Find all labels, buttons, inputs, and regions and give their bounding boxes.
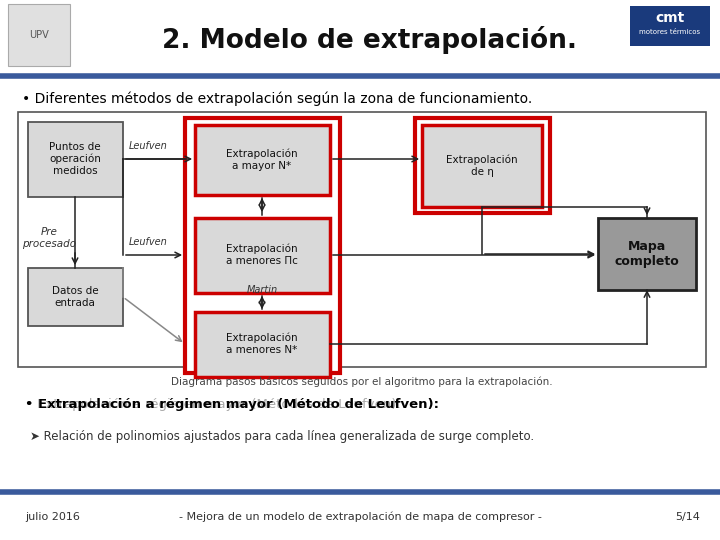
Bar — [195, 312, 330, 377]
Text: • Diferentes métodos de extrapolación según la zona de funcionamiento.: • Diferentes métodos de extrapolación se… — [22, 92, 532, 106]
Text: Puntos de
operación
medidos: Puntos de operación medidos — [49, 142, 101, 176]
Text: Extrapolación
de η: Extrapolación de η — [446, 155, 518, 177]
Text: julio 2016: julio 2016 — [25, 512, 80, 522]
Bar — [195, 125, 330, 195]
Text: cmt: cmt — [655, 11, 685, 25]
Text: Datos de
entrada: Datos de entrada — [52, 286, 99, 308]
Text: motores térmicos: motores térmicos — [639, 29, 701, 35]
Text: Diagrama pasos básicos seguidos por el algoritmo para la extrapolación.: Diagrama pasos básicos seguidos por el a… — [171, 377, 553, 387]
Text: Leufven: Leufven — [129, 237, 167, 247]
Text: Leufven: Leufven — [129, 141, 167, 151]
Bar — [630, 6, 710, 46]
Text: • Extrapolación a régimen mayor (Método de Leufven):: • Extrapolación a régimen mayor (Método … — [25, 398, 439, 411]
Bar — [415, 118, 550, 213]
Text: • Extrapolación a régimen mayor (Métodos de Leufven):: • Extrapolación a régimen mayor (Métodos… — [25, 398, 401, 411]
Bar — [0, 490, 720, 540]
Bar — [422, 125, 542, 207]
Bar — [195, 218, 330, 293]
Bar — [185, 118, 340, 373]
Text: 5/14: 5/14 — [675, 512, 700, 522]
Text: Extrapolación
a mayor N*: Extrapolación a mayor N* — [226, 149, 298, 171]
Bar — [598, 218, 696, 290]
Text: UPV: UPV — [29, 30, 49, 40]
Bar — [28, 268, 123, 326]
Text: Extrapolación
a menores Πc: Extrapolación a menores Πc — [226, 244, 298, 266]
Text: Martin: Martin — [246, 285, 278, 295]
Text: 2. Modelo de extrapolación.: 2. Modelo de extrapolación. — [163, 26, 577, 54]
Bar — [28, 122, 123, 197]
Text: - Mejora de un modelo de extrapolación de mapa de compresor -: - Mejora de un modelo de extrapolación d… — [179, 512, 541, 522]
Bar — [0, 0, 720, 76]
Text: Mapa
completo: Mapa completo — [615, 240, 680, 268]
Bar — [8, 4, 70, 66]
Text: Pre
procesado: Pre procesado — [22, 227, 76, 249]
Bar — [18, 112, 706, 367]
Text: Extrapolación
a menores N*: Extrapolación a menores N* — [226, 333, 298, 355]
Text: ➤ Relación de polinomios ajustados para cada línea generalizada de surge complet: ➤ Relación de polinomios ajustados para … — [30, 430, 534, 443]
